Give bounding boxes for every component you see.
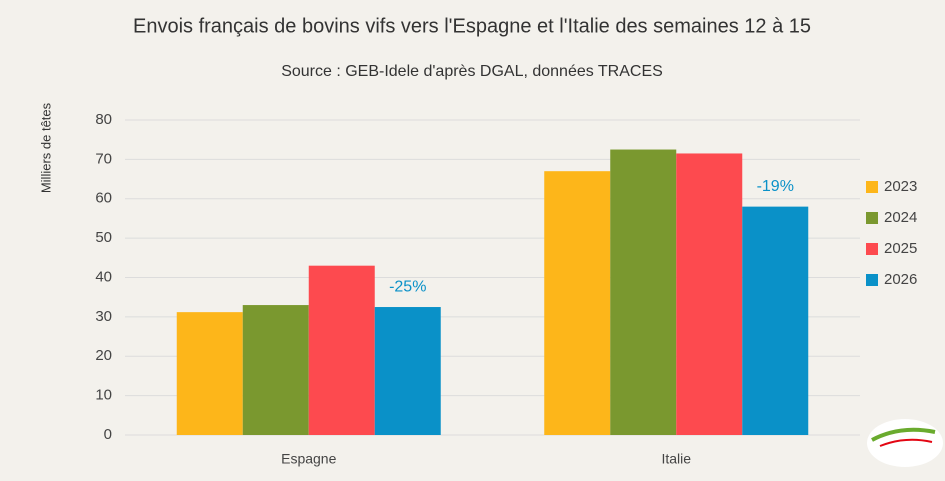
annotation: -19%: [757, 178, 794, 195]
y-tick-label: 0: [104, 426, 112, 443]
y-axis-label: Milliers de têtes: [38, 102, 53, 193]
logo: [867, 419, 943, 467]
legend-swatch: [866, 274, 878, 286]
y-tick-label: 20: [95, 347, 112, 364]
bar: [176, 312, 243, 435]
chart-title: Envois français de bovins vifs vers l'Es…: [133, 15, 811, 37]
legend-swatch: [866, 243, 878, 255]
legend-label: 2024: [884, 209, 917, 226]
y-tick-label: 50: [95, 229, 112, 246]
y-tick-label: 40: [95, 268, 112, 285]
bar: [242, 305, 309, 435]
legend-label: 2023: [884, 178, 917, 195]
bar: [544, 171, 611, 435]
bar: [374, 307, 441, 435]
x-tick-label: Italie: [661, 451, 691, 467]
chart-subtitle: Source : GEB-Idele d'après DGAL, données…: [281, 63, 663, 80]
y-tick-label: 70: [95, 150, 112, 167]
bar: [308, 265, 375, 435]
logo-swoosh: [871, 427, 936, 442]
logo-badge: [867, 419, 943, 467]
y-tick-label: 80: [95, 111, 112, 128]
y-tick-label: 60: [95, 190, 112, 207]
legend-label: 2026: [884, 271, 917, 288]
legend-swatch: [866, 181, 878, 193]
annotation: -25%: [389, 278, 426, 295]
legend-label: 2025: [884, 240, 917, 257]
y-tick-label: 10: [95, 387, 112, 404]
x-tick-label: Espagne: [281, 451, 336, 467]
bar: [742, 206, 809, 435]
bar: [610, 149, 677, 435]
logo-swoosh: [879, 438, 933, 447]
bar: [676, 153, 743, 435]
legend-swatch: [866, 212, 878, 224]
y-tick-label: 30: [95, 308, 112, 325]
